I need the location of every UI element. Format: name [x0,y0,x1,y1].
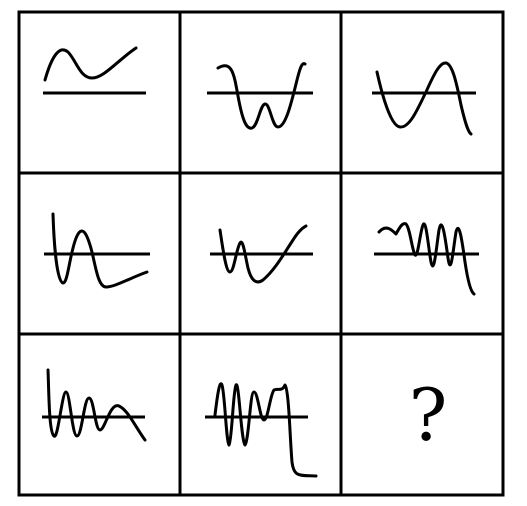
grid-border [17,10,505,497]
squiggle-crossing-line-icon [374,222,479,296]
curve-above-line-icon [43,46,146,95]
grid [17,10,505,497]
w-curve-rising-icon [210,224,313,284]
wave-crossing-line-icon [372,61,476,136]
m-wave-with-tail-icon [205,382,318,478]
w-curve-crossing-line-icon [207,62,313,130]
damped-wave-crossing-line-icon [44,212,150,289]
zigzag-wave-crossing-line-icon [42,368,147,442]
question-mark-icon: ? [409,373,448,457]
